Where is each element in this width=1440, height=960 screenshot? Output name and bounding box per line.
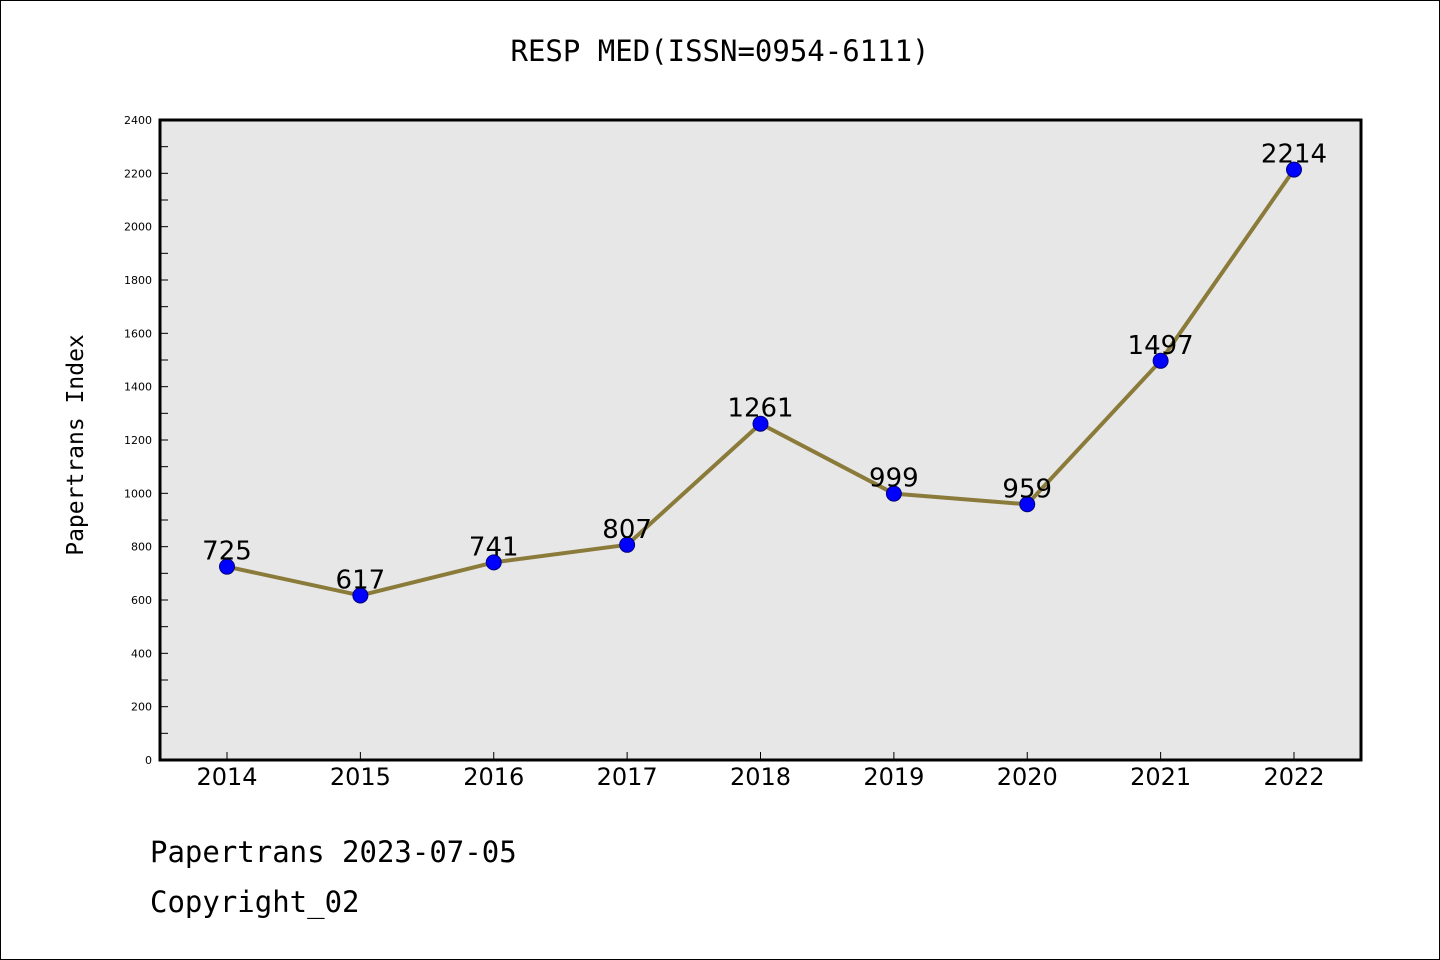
y-tick-label: 1800 xyxy=(124,274,152,287)
plot-border xyxy=(158,118,1363,762)
footer-date: Papertrans 2023-07-05 xyxy=(150,835,517,869)
x-tick-label: 2019 xyxy=(863,763,924,791)
data-point xyxy=(1286,161,1302,178)
data-label: 617 xyxy=(336,565,386,595)
y-tick-label: 1600 xyxy=(124,327,152,340)
x-tick-label: 2022 xyxy=(1263,763,1324,791)
data-label: 725 xyxy=(202,537,252,567)
y-tick-label: 1000 xyxy=(124,487,152,500)
x-tick-label: 2020 xyxy=(997,763,1058,791)
x-tick-label: 2016 xyxy=(463,763,524,791)
x-tick-label: 2015 xyxy=(330,763,391,791)
x-tick-label: 2021 xyxy=(1130,763,1191,791)
footer-copyright: Copyright_02 xyxy=(150,885,360,919)
y-tick-label: 800 xyxy=(131,541,152,554)
y-tick-label: 200 xyxy=(131,701,152,714)
data-point xyxy=(885,485,902,502)
data-label: 999 xyxy=(869,464,919,494)
data-point xyxy=(1152,352,1169,369)
y-tick-label: 400 xyxy=(131,647,152,660)
data-point xyxy=(1019,496,1036,513)
x-tick-label: 2014 xyxy=(196,763,257,791)
y-tick-label: 2200 xyxy=(124,167,152,180)
y-tick-label: 1400 xyxy=(124,381,152,394)
data-label: 2214 xyxy=(1261,140,1327,170)
data-point xyxy=(619,536,636,553)
y-tick-label: 2000 xyxy=(124,221,152,234)
y-tick-label: 1200 xyxy=(124,434,152,447)
data-label: 1261 xyxy=(727,394,793,424)
x-tick-label: 2018 xyxy=(730,763,791,791)
data-label: 741 xyxy=(469,532,519,562)
data-point xyxy=(485,554,502,571)
x-tick-label: 2017 xyxy=(597,763,658,791)
y-tick-label: 2400 xyxy=(124,114,152,127)
y-tick-label: 600 xyxy=(131,594,152,607)
data-label: 807 xyxy=(602,515,652,545)
chart-title: RESP MED(ISSN=0954-6111) xyxy=(510,34,930,68)
y-tick-label: 0 xyxy=(145,754,152,767)
data-point xyxy=(752,415,769,432)
data-point xyxy=(219,558,235,575)
plot-area xyxy=(160,120,1361,760)
data-point xyxy=(352,587,369,604)
data-label: 1497 xyxy=(1128,331,1194,361)
data-label: 959 xyxy=(1002,474,1052,504)
